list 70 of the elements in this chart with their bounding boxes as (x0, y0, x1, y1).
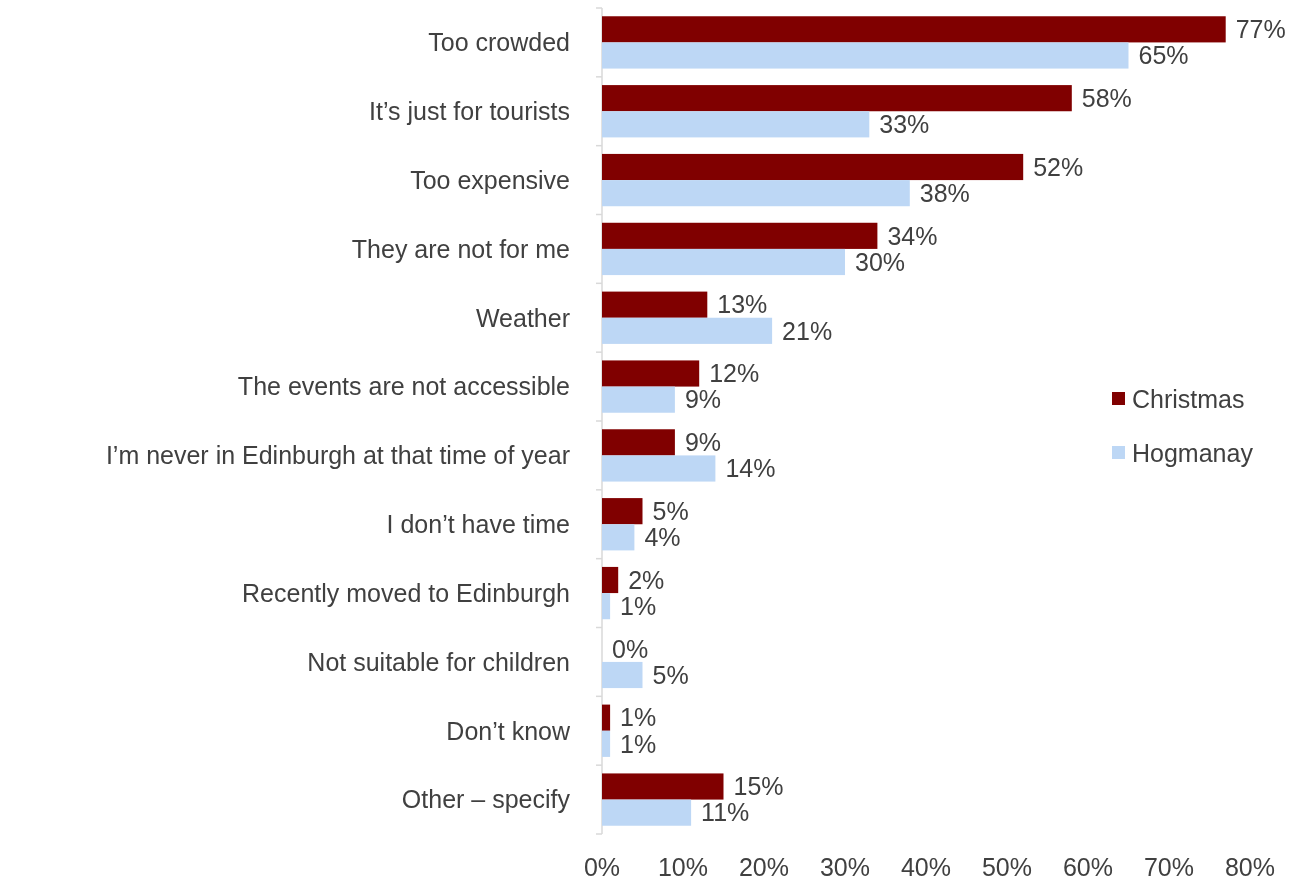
data-label: 77% (1235, 15, 1286, 44)
data-label: 9% (684, 428, 722, 457)
x-tick-label: 10% (657, 853, 709, 881)
x-tick-label: 30% (819, 853, 871, 881)
bar (602, 429, 675, 456)
y-tick-label: Too expensive (410, 165, 570, 194)
y-tick-label: I’m never in Edinburgh at that time of year (105, 441, 570, 470)
bar (602, 180, 910, 207)
x-tick-label: 50% (981, 853, 1033, 881)
y-tick-label: Weather (475, 303, 570, 332)
bar (602, 317, 773, 344)
bar (602, 153, 1024, 181)
bar (602, 85, 1072, 112)
y-tick-label: Don’t know (446, 716, 571, 745)
y-tick-label: It’s just for tourists (369, 97, 570, 125)
bar (602, 661, 643, 689)
bar (602, 222, 878, 249)
data-label: 12% (709, 359, 760, 388)
x-tick-label: 20% (738, 853, 790, 881)
bar (602, 799, 692, 826)
data-label: 65% (1138, 41, 1189, 70)
x-tick-label: 70% (1143, 853, 1195, 881)
y-tick-label: Too crowded (428, 28, 570, 57)
bar (602, 291, 708, 318)
bar (602, 360, 700, 387)
data-label: 0% (612, 634, 649, 663)
bar (602, 730, 611, 757)
y-tick-label: They are not for me (351, 234, 570, 263)
bar (602, 566, 619, 594)
x-tick-label: 60% (1062, 853, 1114, 881)
y-tick-label: Recently moved to Edinburgh (242, 578, 570, 607)
x-tick-label: 0% (583, 853, 621, 881)
data-label: 11% (701, 798, 750, 827)
data-label: 15% (733, 772, 784, 801)
data-label: 13% (717, 290, 768, 319)
y-tick-label: I don’t have time (386, 510, 570, 538)
y-tick-label: Other – specify (401, 785, 571, 814)
bar (602, 42, 1129, 69)
data-label: 58% (1081, 83, 1132, 112)
data-label: 5% (652, 496, 689, 525)
data-label: 1% (620, 729, 657, 758)
bar (602, 773, 724, 800)
legend-label: Hogmanay (1132, 438, 1254, 467)
bar (602, 386, 675, 413)
data-label: 21% (782, 316, 833, 345)
bar (602, 524, 635, 551)
data-label: 1% (620, 591, 657, 620)
data-label: 2% (628, 565, 665, 594)
data-label: 30% (855, 247, 906, 276)
data-label: 38% (919, 178, 970, 207)
bar (602, 111, 870, 138)
bar (602, 455, 716, 482)
legend-label: Christmas (1132, 384, 1245, 413)
bar (602, 593, 611, 620)
bar (602, 498, 643, 525)
x-tick-label: 80% (1224, 853, 1276, 881)
data-label: 52% (1033, 152, 1084, 181)
y-tick-label: Not suitable for children (307, 647, 570, 676)
bar (602, 16, 1226, 43)
bar (602, 248, 845, 276)
data-label: 33% (879, 110, 930, 139)
y-tick-label: The events are not accessible (237, 372, 570, 401)
bar (602, 704, 611, 731)
data-label: 5% (652, 660, 689, 689)
data-label: 1% (620, 703, 657, 732)
x-tick-label: 40% (900, 853, 952, 881)
data-label: 34% (887, 221, 938, 250)
data-label: 9% (684, 385, 722, 414)
data-label: 4% (644, 523, 681, 552)
data-label: 14% (725, 454, 776, 483)
